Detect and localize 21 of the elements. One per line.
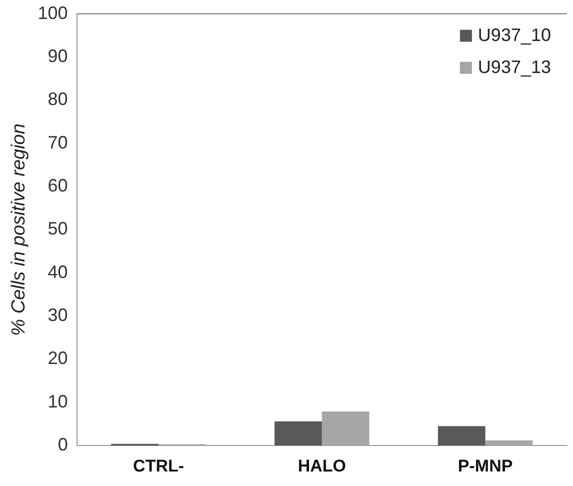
y-tick-label: 10 [48, 391, 68, 412]
x-tick-label: P-MNP [458, 456, 513, 476]
bar [274, 421, 322, 446]
y-tick-label: 70 [48, 132, 68, 152]
y-tick-label: 50 [48, 218, 68, 239]
legend-label: U937_13 [478, 56, 552, 77]
y-tick-label: 20 [48, 348, 68, 368]
y-tick-label: 60 [48, 175, 68, 196]
y-tick-label: 40 [48, 262, 68, 282]
bar [485, 440, 533, 446]
y-tick-label: 100 [38, 2, 68, 23]
y-tick-label: 0 [58, 434, 68, 455]
y-tick-label: 80 [48, 89, 68, 110]
y-tick-label: 30 [48, 305, 68, 326]
legend-label: U937_10 [478, 24, 552, 45]
x-tick-label: CTRL- [133, 456, 184, 476]
y-tick-label: 90 [48, 46, 68, 66]
bar [322, 411, 370, 446]
bar [438, 426, 486, 446]
x-tick-label: HALO [298, 456, 346, 476]
y-axis-title: % Cells in positive region [8, 124, 30, 336]
